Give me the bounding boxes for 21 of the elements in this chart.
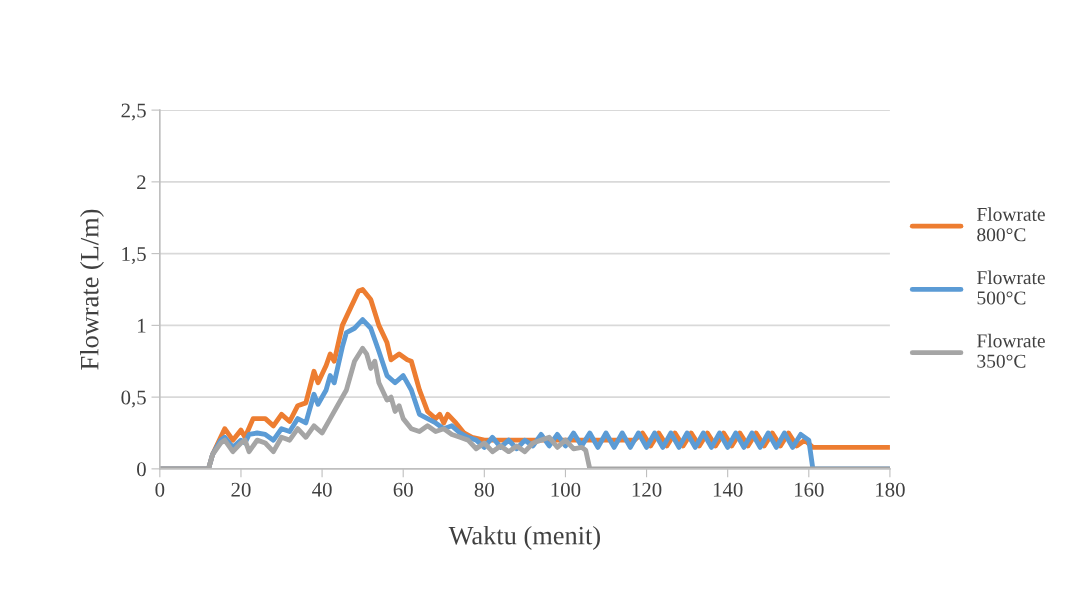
x-axis-title: Waktu (menit) bbox=[448, 525, 600, 550]
y-tick-label: 0,5 bbox=[121, 390, 146, 408]
x-tick-label: 60 bbox=[393, 482, 413, 497]
x-tick-label: 160 bbox=[795, 482, 824, 497]
x-tick-label: 180 bbox=[876, 482, 905, 497]
x-tick-label: 120 bbox=[632, 482, 662, 497]
y-tick-label: 0 bbox=[137, 462, 146, 477]
x-tick-label: 0 bbox=[155, 482, 165, 497]
x-tick-label: 140 bbox=[713, 482, 743, 497]
y-tick-label: 2,5 bbox=[121, 103, 146, 121]
x-tick-label: 80 bbox=[474, 482, 494, 497]
y-tick-label: 1,5 bbox=[122, 247, 146, 265]
y-tick-label: 2 bbox=[137, 175, 146, 190]
y-tick-label: 1 bbox=[138, 318, 146, 333]
legend-label: Flowrate 500°C bbox=[977, 270, 1045, 305]
x-tick-label: 20 bbox=[231, 482, 251, 497]
legend-label: Flowrate 350°C bbox=[977, 333, 1045, 368]
x-tick-label: 40 bbox=[312, 482, 332, 497]
legend-label: Flowrate 800°C bbox=[977, 207, 1045, 242]
y-axis-title: Flowrate (L/m) bbox=[80, 209, 104, 370]
x-tick-label: 100 bbox=[551, 482, 581, 497]
